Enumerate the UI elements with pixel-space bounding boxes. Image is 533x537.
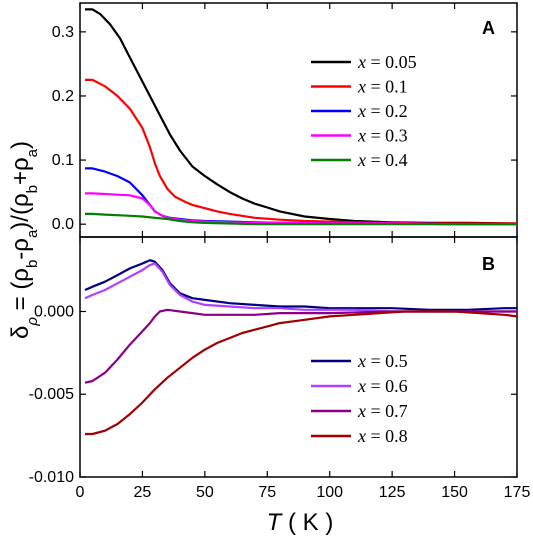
- x-axis-title: T ( K ): [267, 509, 334, 536]
- x-title-var: T: [267, 509, 284, 536]
- y-title-part2: -ρ: [7, 238, 34, 260]
- x-tick-label: 75: [258, 484, 276, 501]
- panel-a-axes: 0.0 0.1 0.2 0.3: [52, 3, 518, 237]
- x-tick-label: 125: [379, 484, 406, 501]
- panel-a-series-line: [85, 212, 517, 226]
- panel-b-series-line: [84, 262, 517, 313]
- panel-b-series-line: [84, 259, 517, 311]
- panel-a-ytick-label: 0.3: [52, 24, 74, 41]
- panel-a-series: [85, 8, 518, 226]
- y-title-sub-a1: a: [24, 229, 41, 238]
- x-tick-label: 150: [441, 484, 468, 501]
- panel-a-ytick-label: 0.2: [52, 88, 74, 105]
- x-tick-label: 175: [504, 484, 531, 501]
- panel-a-series-line: [85, 8, 518, 225]
- y-title-part3: )/(ρ: [7, 193, 34, 229]
- x-tick-label: 25: [134, 484, 152, 501]
- panel-a-series-line: [85, 78, 517, 225]
- y-title-part4: +ρ: [7, 157, 34, 185]
- x-tick-label: 0: [76, 484, 85, 501]
- x-tick-label: 100: [316, 484, 343, 501]
- y-title-part5: ): [7, 141, 34, 149]
- panel-a-legend: x = 0.05 x = 0.1 x = 0.2 x = 0.3 x = 0.4: [311, 52, 417, 170]
- y-title-sub-a2: a: [24, 148, 41, 157]
- panel-a-legend-label: x = 0.05: [357, 52, 417, 72]
- panel-b-label: B: [482, 254, 495, 274]
- x-title-unit: ( K ): [281, 509, 333, 536]
- y-axis-title: δρ = (ρb-ρa)/(ρb+ρa): [7, 141, 41, 339]
- y-title-delta: δ: [7, 326, 34, 339]
- panel-b-ytick-label: 0.000: [34, 303, 74, 320]
- y-title-delta-sub: ρ: [24, 317, 41, 327]
- panel-b-series-line: [85, 310, 518, 436]
- panel-b-series: [84, 259, 518, 436]
- panel-a-legend-label: x = 0.2: [357, 101, 408, 121]
- panel-b-axes: -0.010 -0.005 0.000 0 25 50 75 100 125 150 175: [29, 237, 531, 501]
- panel-b-ytick-label: -0.005: [29, 386, 74, 403]
- y-title-sub-b2: b: [24, 185, 41, 193]
- x-tick-label: 50: [196, 484, 214, 501]
- y-title-sub-b1: b: [24, 260, 41, 268]
- panel-b-legend: x = 0.5 x = 0.6 x = 0.7 x = 0.8: [311, 351, 408, 446]
- panel-b-frame: [79, 236, 518, 478]
- panel-a-legend-label: x = 0.3: [357, 126, 408, 146]
- panel-a-ytick-label: 0.0: [52, 216, 74, 233]
- panel-b-ytick-label: -0.010: [29, 469, 74, 486]
- y-title-part1: = (ρ: [7, 268, 34, 317]
- panel-a-label: A: [482, 18, 495, 38]
- panel-a-legend-label: x = 0.1: [357, 77, 408, 97]
- panel-b-legend-label: x = 0.7: [357, 401, 408, 421]
- panel-a-legend-label: x = 0.4: [357, 150, 408, 170]
- panel-a-ytick-label: 0.1: [52, 152, 74, 169]
- panel-b-series-line: [84, 308, 517, 384]
- panel-b-legend-label: x = 0.8: [357, 426, 408, 446]
- panel-b-legend-label: x = 0.5: [357, 351, 408, 371]
- panel-b-legend-label: x = 0.6: [357, 376, 408, 396]
- panel-a-series-line: [85, 192, 517, 226]
